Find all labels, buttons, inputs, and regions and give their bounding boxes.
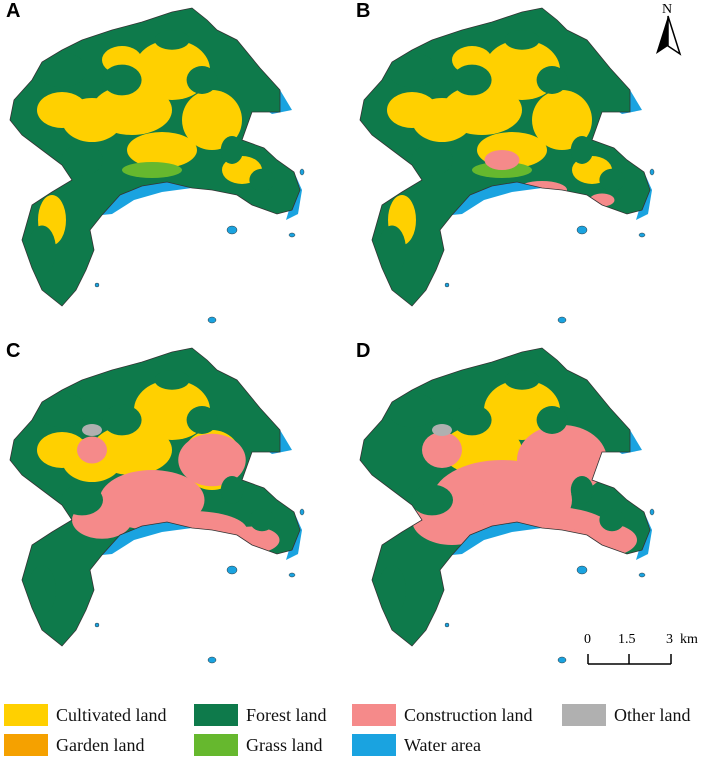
scale-tick-3: 3 xyxy=(666,632,673,647)
legend-swatch xyxy=(4,704,48,726)
scale-tick-1-5: 1.5 xyxy=(618,632,636,647)
scale-tick-0: 0 xyxy=(584,632,591,647)
legend-label: Garden land xyxy=(56,734,145,755)
legend-swatch xyxy=(194,704,238,726)
map-panel-d: D xyxy=(352,340,692,670)
legend-item-forest: Forest land xyxy=(194,702,327,728)
map-panel-b: B xyxy=(352,0,692,330)
panel-label-d: D xyxy=(356,340,371,362)
panel-label-b: B xyxy=(356,0,371,22)
land-use-map-b xyxy=(359,7,655,324)
scale-bar-graphic xyxy=(587,654,672,665)
legend: Cultivated land Forest land Construction… xyxy=(0,700,706,761)
scale-bar: 0 1.5 3 km xyxy=(580,632,700,672)
scale-unit: km xyxy=(680,632,698,647)
legend-item-cultivated: Cultivated land xyxy=(4,702,166,728)
map-panel-a: A xyxy=(2,0,342,330)
legend-label: Water area xyxy=(404,734,481,755)
land-use-map-c xyxy=(9,347,305,664)
legend-label: Other land xyxy=(614,704,691,725)
land-use-map-a xyxy=(9,7,305,324)
panel-label-c: C xyxy=(6,340,21,362)
north-arrow: N xyxy=(650,2,690,58)
legend-item-water: Water area xyxy=(352,732,481,758)
legend-swatch xyxy=(4,734,48,756)
map-panel-c: C xyxy=(2,340,342,670)
legend-item-grass: Grass land xyxy=(194,732,322,758)
legend-swatch xyxy=(194,734,238,756)
legend-item-garden: Garden land xyxy=(4,732,144,758)
legend-item-other: Other land xyxy=(562,702,690,728)
legend-swatch xyxy=(352,704,396,726)
north-arrow-icon xyxy=(656,15,682,56)
panel-label-a: A xyxy=(6,0,21,22)
land-use-map-d xyxy=(359,347,655,664)
legend-swatch xyxy=(562,704,606,726)
legend-item-construction: Construction land xyxy=(352,702,533,728)
north-label: N xyxy=(662,2,673,17)
legend-label: Construction land xyxy=(404,704,533,725)
legend-swatch xyxy=(352,734,396,756)
legend-label: Forest land xyxy=(246,704,327,725)
legend-label: Grass land xyxy=(246,734,323,755)
legend-label: Cultivated land xyxy=(56,704,167,725)
